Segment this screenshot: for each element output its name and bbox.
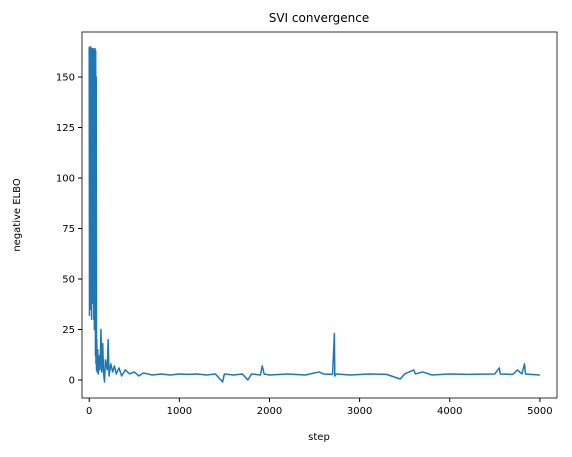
y-tick-label: 75 bbox=[62, 224, 75, 235]
x-tick-label: 5000 bbox=[527, 406, 552, 417]
x-tick-label: 3000 bbox=[347, 406, 372, 417]
y-tick-label: 125 bbox=[56, 123, 75, 134]
x-axis-label: step bbox=[308, 432, 330, 443]
x-tick-label: 4000 bbox=[437, 406, 462, 417]
x-tick-label: 1000 bbox=[167, 406, 192, 417]
y-tick-label: 25 bbox=[62, 325, 75, 336]
data-line bbox=[88, 46, 540, 383]
x-tick-label: 0 bbox=[86, 406, 92, 417]
x-tick-label: 2000 bbox=[257, 406, 282, 417]
y-tick-label: 150 bbox=[56, 73, 75, 84]
y-tick-label: 50 bbox=[62, 275, 75, 286]
y-axis-label: negative ELBO bbox=[12, 178, 23, 251]
chart-title: SVI convergence bbox=[269, 11, 370, 25]
y-tick-label: 0 bbox=[69, 376, 75, 387]
plot-frame bbox=[81, 31, 558, 399]
y-tick-label: 100 bbox=[56, 174, 75, 185]
